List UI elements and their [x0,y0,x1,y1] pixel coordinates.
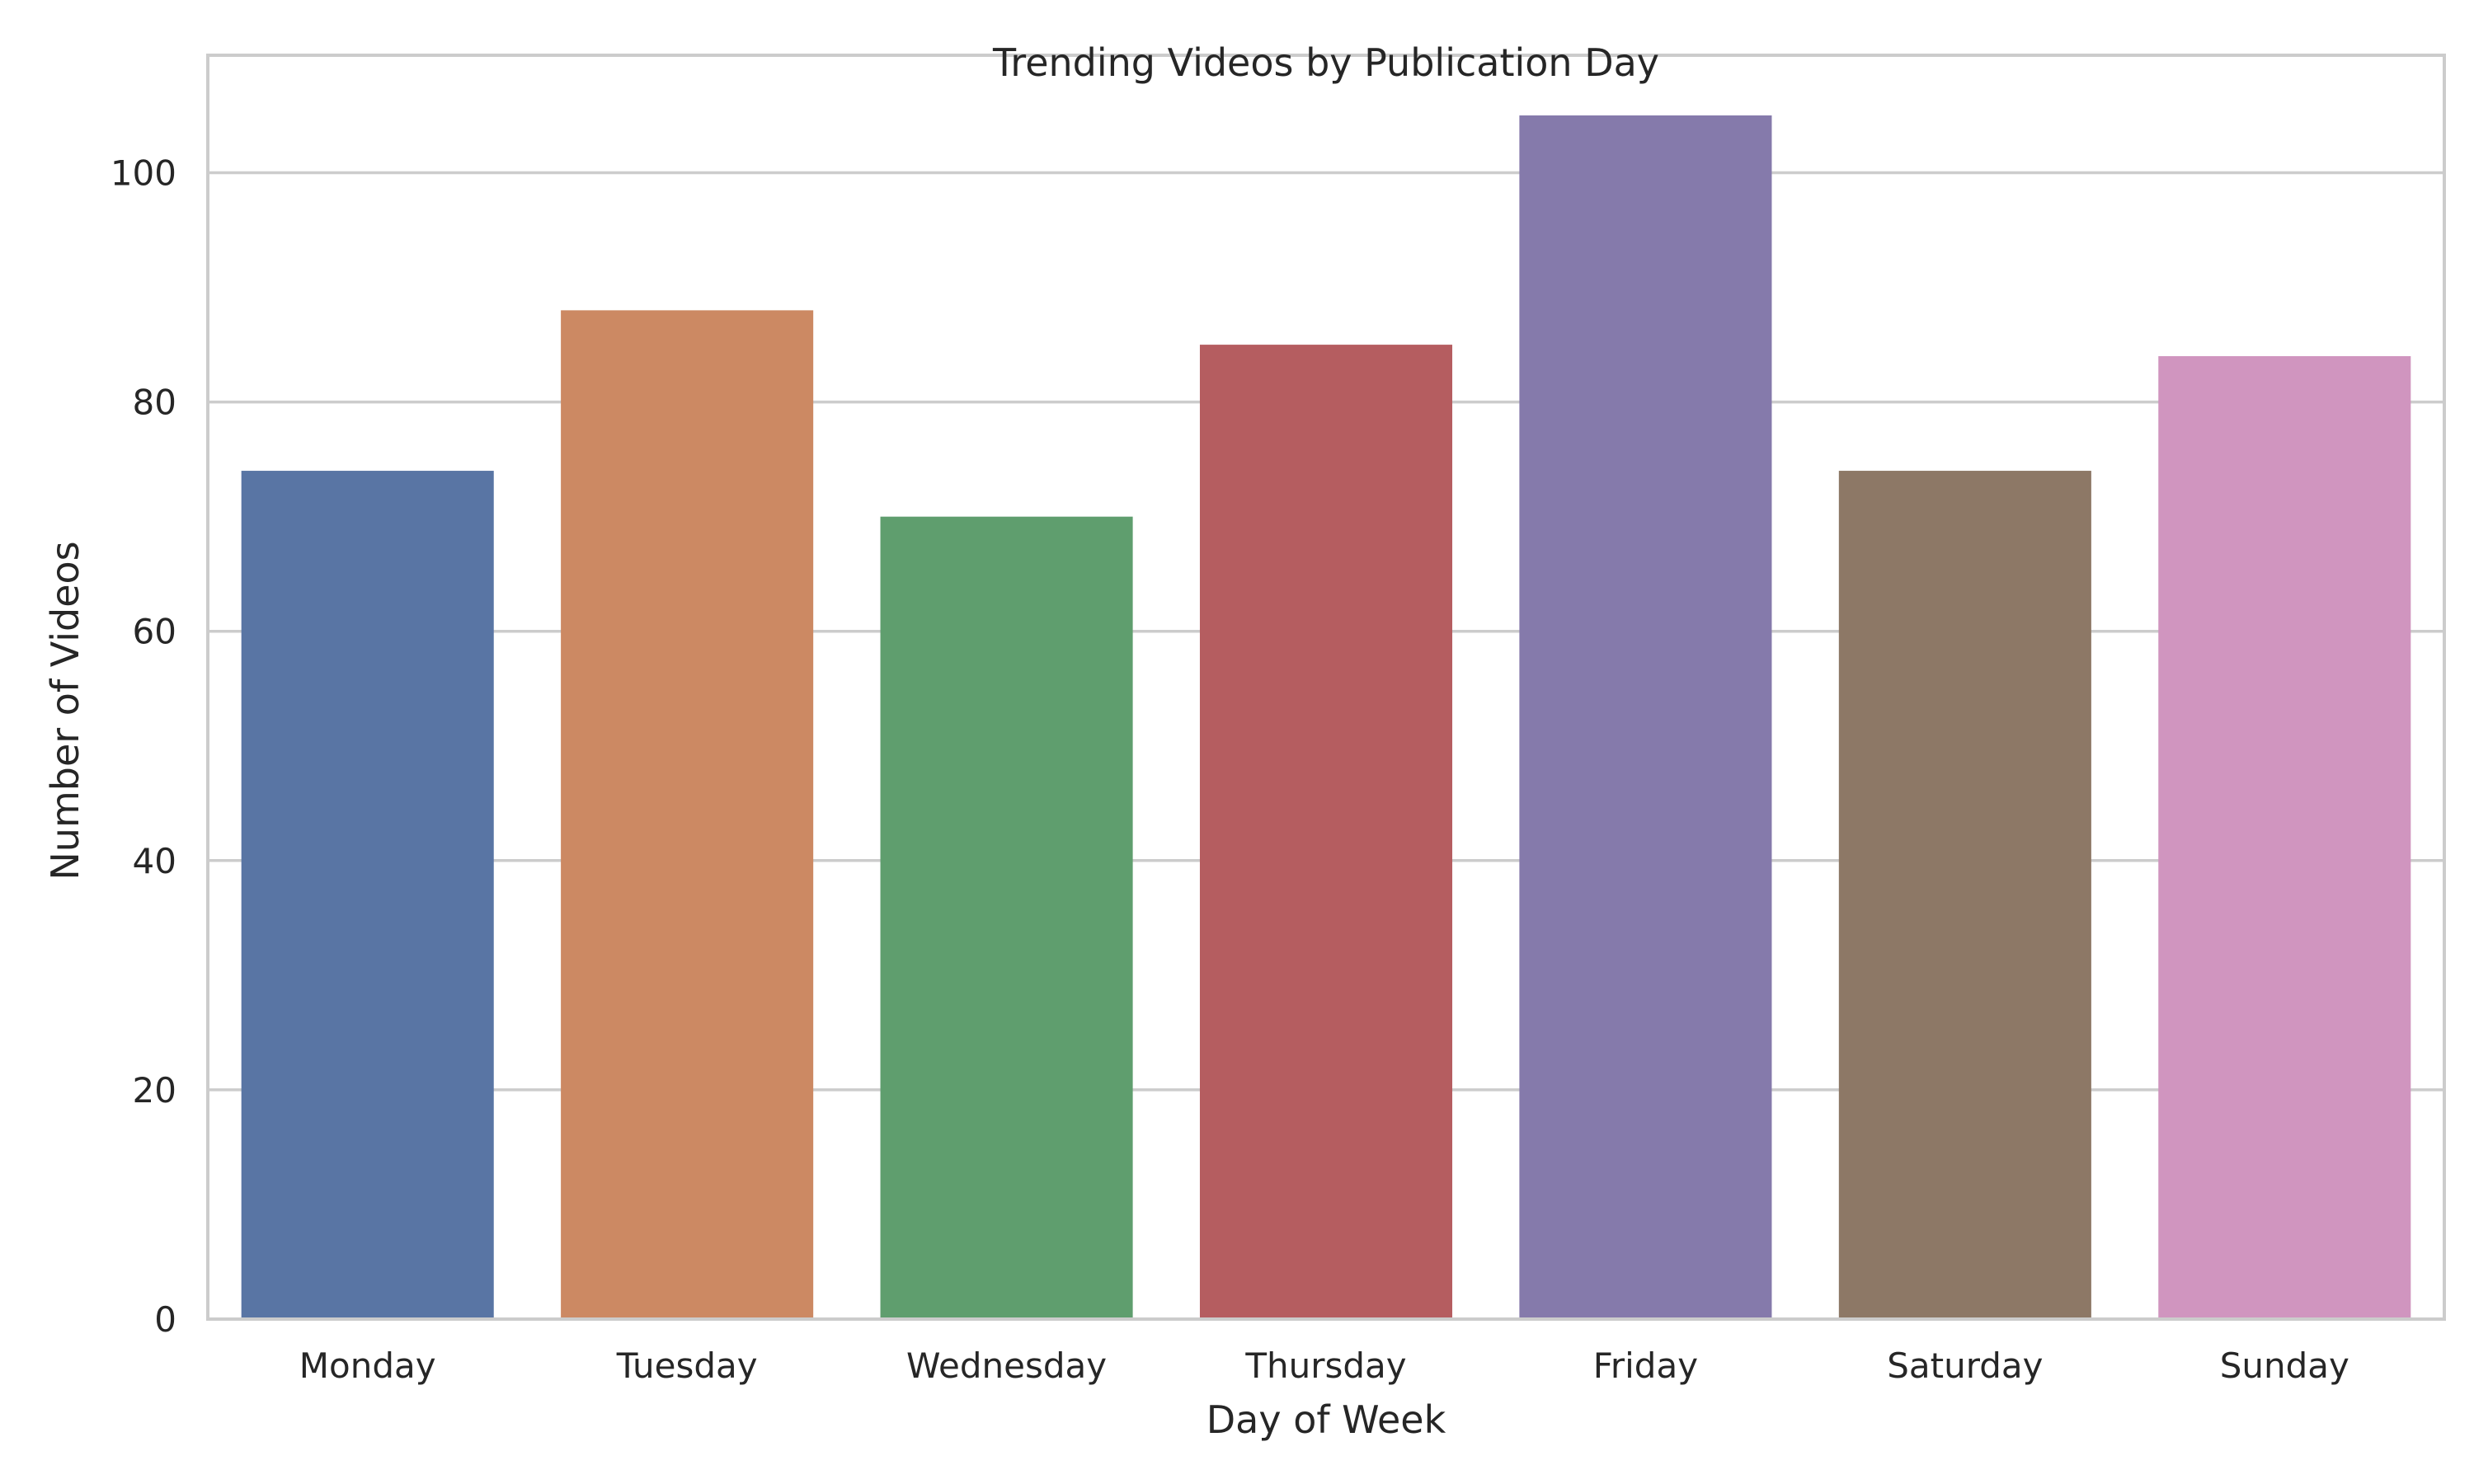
bar-monday [241,471,494,1319]
x-tick-label: Thursday [1244,1345,1406,1386]
bar-thursday [1199,345,1453,1320]
y-tick-label: 60 [133,612,176,652]
y-tick-labels: 0 20 40 60 80 100 [111,153,176,1340]
chart-title: Trending Videos by Publication Day [992,40,1659,85]
x-tick-label: Saturday [1887,1345,2043,1386]
x-tick-label: Sunday [2220,1345,2349,1386]
y-axis-label: Number of Videos [43,541,87,880]
x-tick-labels: Monday Tuesday Wednesday Thursday Friday Satu… [299,1345,2349,1386]
x-tick-label: Tuesday [616,1345,758,1386]
x-axis-label: Day of Week [1206,1397,1446,1442]
x-tick-label: Monday [299,1345,436,1386]
bars [241,115,2411,1320]
bar-saturday [1838,471,2091,1319]
plot-frame [206,54,2446,1321]
y-tick-label: 40 [133,841,176,881]
bar-tuesday [561,310,814,1319]
y-tick-label: 0 [154,1299,176,1340]
bar-wednesday [880,516,1133,1319]
y-tick-label: 100 [111,153,176,194]
bar-sunday [2158,356,2411,1319]
y-tick-label: 80 [133,383,176,423]
x-tick-label: Friday [1593,1345,1698,1386]
bar-friday [1519,115,1772,1319]
y-tick-label: 20 [133,1070,176,1111]
x-tick-label: Wednesday [906,1345,1107,1386]
